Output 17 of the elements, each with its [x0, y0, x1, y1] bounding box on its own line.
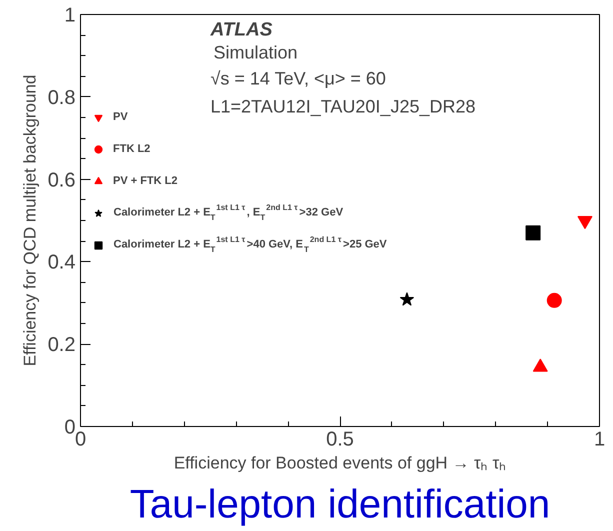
x-axis-title: Efficiency for Boosted events of ggH → τₕ τₕ — [174, 454, 506, 472]
y-tick-label: 0.2 — [48, 334, 76, 356]
legend-label: PV + FTK L2 — [113, 174, 178, 189]
y-axis-title: Efficiency for QCD multijet background — [20, 74, 40, 366]
x-tick-label: 1 — [594, 428, 606, 450]
legend-label: PV — [113, 110, 129, 125]
y-tick-label: 1 — [64, 4, 76, 26]
y-tick-label: 0.4 — [48, 252, 76, 274]
legend-label: FTK L2 — [113, 142, 150, 157]
annotation: L1=2TAU12I_TAU20I_J25_DR28 — [210, 96, 476, 116]
annotation: √s = 14 TeV, <μ> = 60 — [210, 68, 386, 88]
text: Tau-lepton identification — [130, 482, 550, 526]
annotation: ATLAS — [210, 20, 273, 40]
annotation: Simulation — [214, 42, 298, 62]
y-tick-label: 0.6 — [48, 169, 76, 192]
x-tick-label: 0.5 — [326, 428, 354, 450]
y-tick-label: 0.8 — [48, 86, 76, 109]
